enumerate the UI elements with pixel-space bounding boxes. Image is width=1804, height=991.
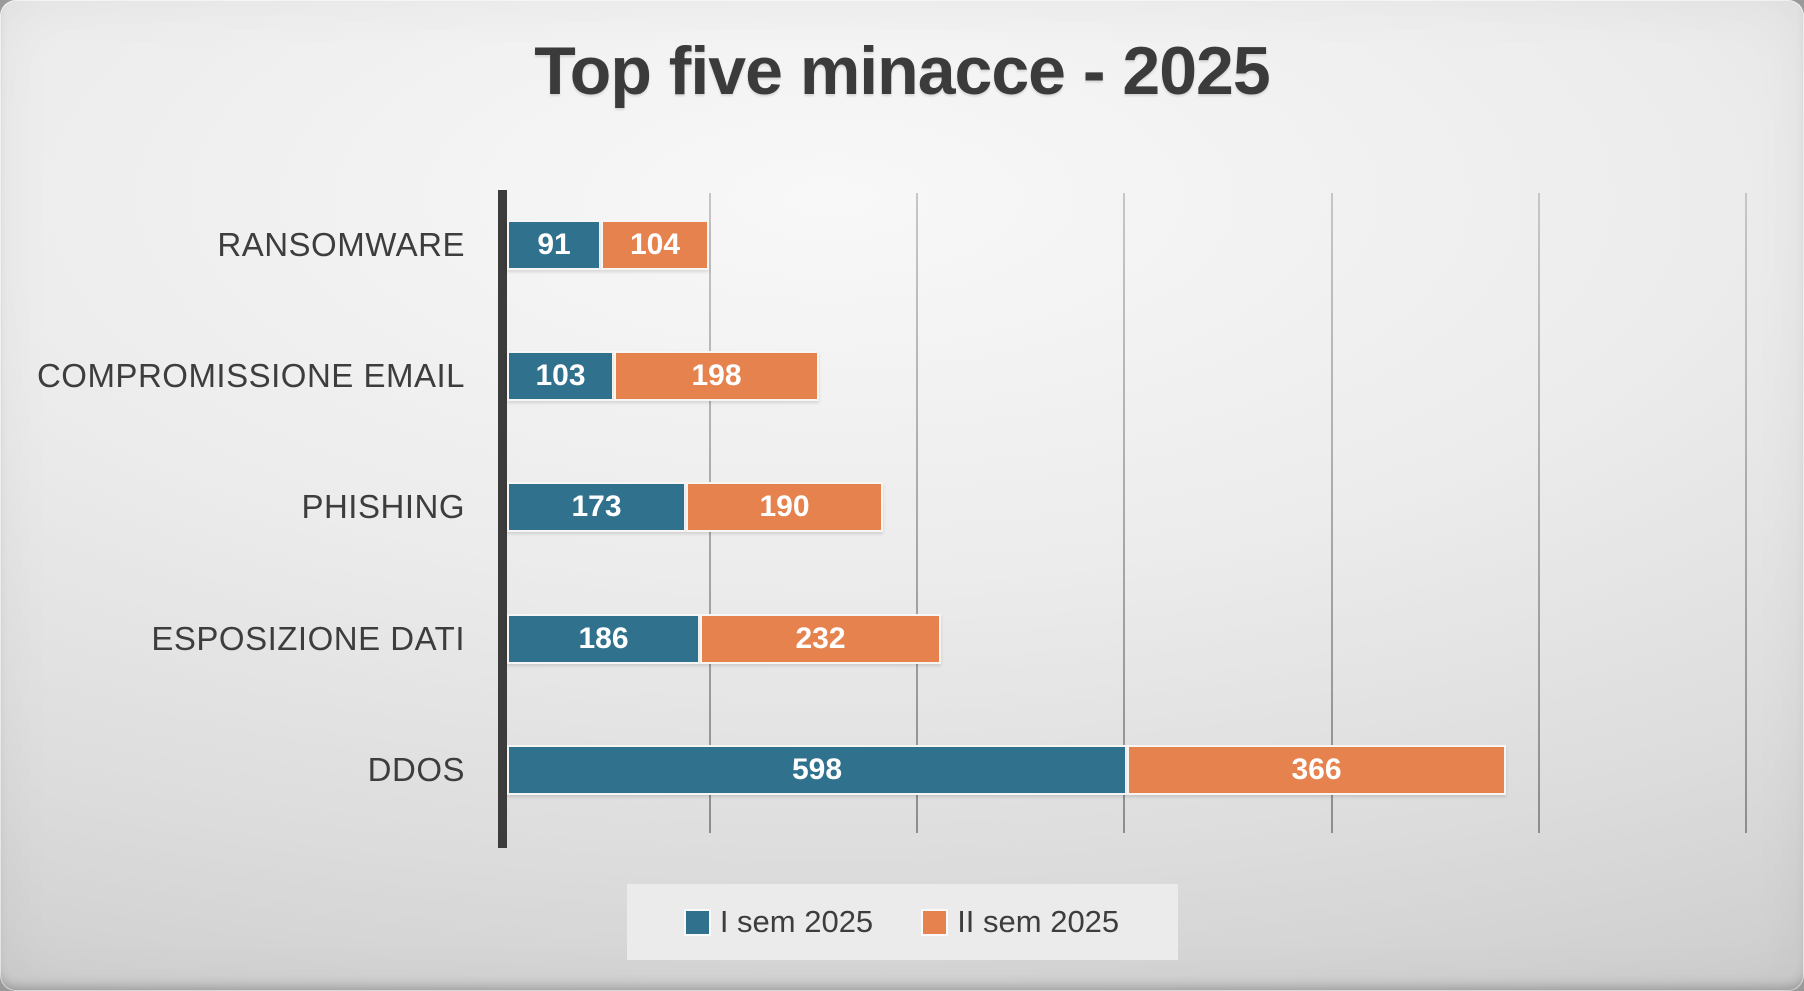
gridline: [916, 193, 918, 833]
stacked-bar: 173 190: [507, 482, 883, 532]
bar-segment-sem1: 173: [507, 482, 686, 532]
bar-segment-sem1: 186: [507, 614, 700, 664]
gridline: [1123, 193, 1125, 833]
legend-item-sem2: II sem 2025: [923, 904, 1119, 940]
legend-label-sem2: II sem 2025: [957, 904, 1120, 939]
bar-value-label: 91: [537, 228, 571, 261]
legend: I sem 2025 II sem 2025: [627, 884, 1178, 960]
chart-row: COMPROMISSIONE EMAIL 103 198: [0, 351, 1804, 401]
bar-segment-sem1: 598: [507, 745, 1127, 795]
gridline: [1331, 193, 1333, 833]
legend-swatch-sem1-icon: [685, 910, 709, 934]
bar-segment-sem2: 366: [1127, 745, 1506, 795]
category-label: COMPROMISSIONE EMAIL: [36, 357, 465, 394]
bar-value-label: 104: [629, 228, 681, 261]
bar-segment-sem2: 190: [686, 482, 883, 532]
bar-value-label: 232: [795, 622, 846, 655]
gridline: [1745, 193, 1747, 833]
legend-swatch-sem2-icon: [923, 910, 947, 934]
category-label: PHISHING: [301, 488, 465, 525]
chart-title: Top five minacce - 2025: [534, 33, 1270, 109]
bar-value-label: 598: [791, 753, 843, 786]
chart-row: RANSOMWARE 91 104: [0, 220, 1804, 270]
stacked-bar: 186 232: [507, 614, 941, 664]
legend-item-sem1: I sem 2025: [685, 904, 874, 940]
gridline: [1538, 193, 1540, 833]
category-axis-line: [498, 190, 507, 848]
stacked-bar: 598 366: [507, 745, 1506, 795]
stacked-bar: 91 104: [507, 220, 709, 270]
stacked-bar: 103 198: [507, 351, 819, 401]
category-label: ESPOSIZIONE DATI: [151, 620, 465, 657]
category-label: DDOS: [367, 751, 465, 788]
chart-row: DDOS 598 366: [0, 745, 1804, 795]
bar-segment-sem2: 232: [700, 614, 941, 664]
bar-segment-sem1: 91: [507, 220, 601, 270]
bar-value-label: 173: [571, 490, 622, 523]
bar-segment-sem1: 103: [507, 351, 614, 401]
bar-value-label: 366: [1291, 753, 1342, 786]
category-label: RANSOMWARE: [217, 226, 465, 263]
bar-value-label: 190: [759, 490, 810, 523]
bar-value-label: 186: [578, 622, 629, 655]
bar-segment-sem2: 104: [601, 220, 709, 270]
chart-row: PHISHING 173 190: [0, 482, 1804, 532]
chart-row: ESPOSIZIONE DATI 186 232: [0, 614, 1804, 664]
legend-label-sem1: I sem 2025: [719, 904, 874, 939]
bar-value-label: 198: [691, 359, 742, 392]
bar-value-label: 103: [535, 359, 586, 392]
bar-segment-sem2: 198: [614, 351, 819, 401]
